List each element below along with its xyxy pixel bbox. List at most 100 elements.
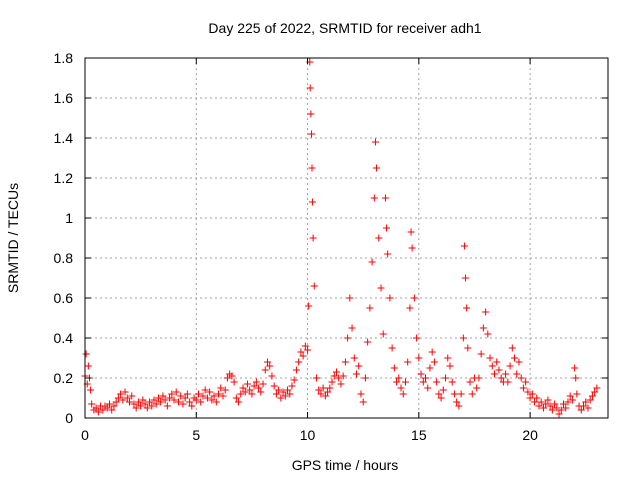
data-point — [330, 372, 338, 380]
data-point — [221, 386, 229, 394]
x-tick-label: 10 — [300, 427, 316, 443]
data-point — [397, 384, 405, 392]
data-point — [571, 364, 579, 372]
data-point — [572, 374, 580, 382]
data-point — [248, 390, 256, 398]
x-tick-label: 20 — [522, 427, 538, 443]
data-point — [371, 138, 379, 146]
data-point — [486, 354, 494, 362]
data-point — [243, 380, 251, 388]
data-point — [464, 344, 472, 352]
data-point — [388, 344, 396, 352]
data-point — [573, 390, 581, 398]
data-point — [132, 404, 140, 412]
data-point — [368, 258, 376, 266]
data-point — [119, 396, 127, 404]
data-point — [270, 382, 278, 390]
data-point — [141, 400, 149, 408]
data-point — [272, 390, 280, 398]
data-point — [281, 392, 289, 400]
data-point — [212, 398, 220, 406]
data-point — [159, 392, 167, 400]
data-point — [134, 398, 142, 406]
data-point — [413, 334, 421, 342]
y-tick-label: 1.8 — [54, 50, 74, 66]
data-point — [426, 364, 434, 372]
data-point — [108, 406, 116, 414]
data-point — [308, 130, 316, 138]
data-point — [428, 348, 436, 356]
data-point — [266, 362, 274, 370]
data-point — [508, 344, 516, 352]
data-point — [584, 404, 592, 412]
data-point — [424, 384, 432, 392]
data-point — [310, 282, 318, 290]
data-point — [166, 394, 174, 402]
y-tick-label: 0.2 — [54, 370, 74, 386]
data-point — [228, 372, 236, 380]
data-point — [453, 398, 461, 406]
data-point — [263, 358, 271, 366]
data-point — [482, 308, 490, 316]
data-point — [268, 372, 276, 380]
data-point — [535, 402, 543, 410]
data-point — [126, 398, 134, 406]
data-point — [519, 384, 527, 392]
data-point — [407, 228, 415, 236]
data-point — [341, 358, 349, 366]
y-tick-label: 1.4 — [54, 130, 74, 146]
data-point — [94, 408, 102, 416]
data-point — [344, 334, 352, 342]
data-point — [488, 362, 496, 370]
data-point — [490, 370, 498, 378]
data-point — [355, 362, 363, 370]
data-point — [130, 400, 138, 408]
data-point — [444, 354, 452, 362]
data-point — [348, 324, 356, 332]
data-point — [524, 388, 532, 396]
x-axis-label: GPS time / hours — [292, 457, 399, 473]
data-point — [121, 388, 129, 396]
data-point — [139, 396, 147, 404]
data-point — [337, 380, 345, 388]
data-point — [364, 338, 372, 346]
data-points — [81, 58, 601, 418]
data-point — [346, 294, 354, 302]
data-point — [559, 400, 567, 408]
data-point — [539, 404, 547, 412]
data-point — [379, 330, 387, 338]
data-point — [339, 372, 347, 380]
data-point — [279, 388, 287, 396]
data-point — [332, 368, 340, 376]
data-point — [408, 244, 416, 252]
data-point — [82, 350, 90, 358]
data-point — [219, 392, 227, 400]
data-point — [321, 392, 329, 400]
data-point — [123, 394, 131, 402]
y-tick-label: 1 — [65, 210, 73, 226]
data-point — [350, 354, 358, 362]
data-point — [208, 396, 216, 404]
data-point — [460, 242, 468, 250]
data-point — [430, 358, 438, 366]
data-point — [319, 384, 327, 392]
data-point — [551, 400, 559, 408]
data-point — [252, 378, 260, 386]
data-point — [522, 378, 530, 386]
data-point — [181, 394, 189, 402]
data-point — [308, 164, 316, 172]
data-point — [315, 386, 323, 394]
data-point — [359, 398, 367, 406]
data-point — [250, 382, 258, 390]
data-point — [562, 404, 570, 412]
data-point — [235, 398, 243, 406]
data-point — [304, 346, 312, 354]
data-point — [401, 378, 409, 386]
data-point — [497, 374, 505, 382]
data-point — [588, 392, 596, 400]
x-tick-label: 5 — [192, 427, 200, 443]
data-point — [183, 390, 191, 398]
data-point — [386, 294, 394, 302]
data-point — [137, 402, 145, 410]
